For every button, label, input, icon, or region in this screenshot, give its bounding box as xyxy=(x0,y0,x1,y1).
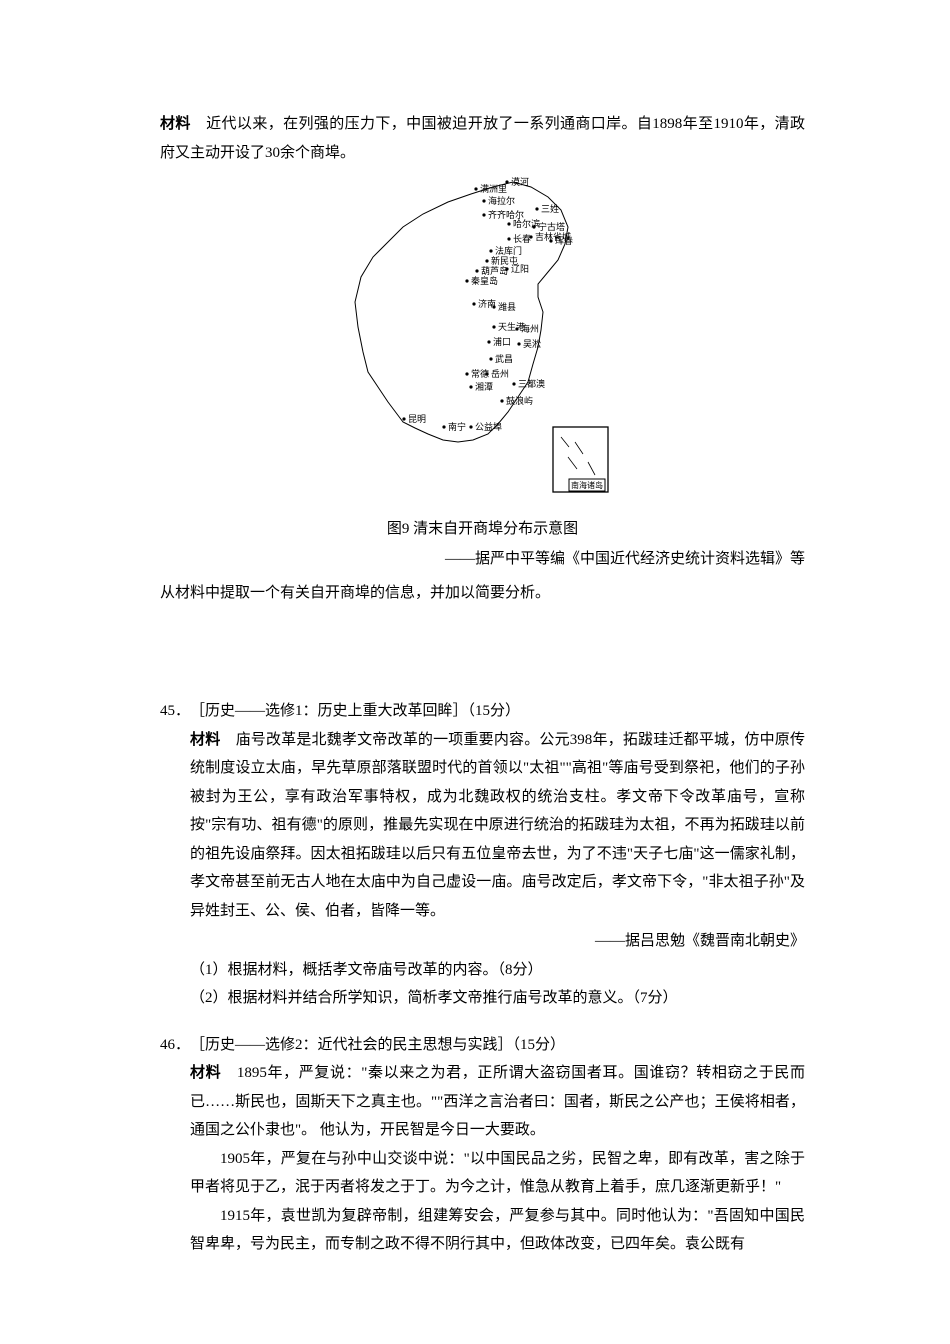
svg-text:珲春: 珲春 xyxy=(555,235,573,246)
map-source: ——据严中平等编《中国近代经济史统计资料选辑》等 xyxy=(160,545,805,574)
q45-title: ［历史――选修1：历史上重大改革回眸］（15分） xyxy=(190,697,520,726)
svg-text:济南: 济南 xyxy=(478,298,496,309)
svg-text:葫芦岛: 葫芦岛 xyxy=(481,265,508,276)
svg-text:法库门: 法库门 xyxy=(495,245,522,256)
svg-text:海拉尔: 海拉尔 xyxy=(488,195,515,206)
svg-text:常德: 常德 xyxy=(471,368,489,379)
q46-p1: 材料 1895年，严复说："秦以来之为君，正所谓大盗窃国者耳。国谁窃？转相窃之于… xyxy=(190,1059,805,1145)
intro-material: 材料 近代以来，在列强的压力下，中国被迫开放了一系列通商口岸。自1898年至19… xyxy=(160,110,805,167)
q45-sub2: （2）根据材料并结合所学知识，简析孝文帝推行庙号改革的意义。（7分） xyxy=(190,984,805,1013)
svg-text:秦皇岛: 秦皇岛 xyxy=(471,275,498,286)
q45-source: ——据吕思勉《魏晋南北朝史》 xyxy=(190,927,805,956)
svg-text:昆明: 昆明 xyxy=(408,414,426,424)
material-label: 材料 xyxy=(160,116,191,132)
svg-text:岳州: 岳州 xyxy=(491,368,509,379)
question-46: 46．［历史——选修2：近代社会的民主思想与实践］（15分） 材料 1895年，… xyxy=(160,1031,805,1259)
q45-number: 45． xyxy=(160,697,190,726)
svg-text:湘潭: 湘潭 xyxy=(475,381,493,392)
svg-text:辽阳: 辽阳 xyxy=(511,264,529,274)
svg-text:三姓: 三姓 xyxy=(541,203,559,214)
q46-title: ［历史——选修2：近代社会的民主思想与实践］（15分） xyxy=(190,1031,565,1060)
material-label: 材料 xyxy=(190,1065,221,1081)
svg-text:公益埠: 公益埠 xyxy=(475,421,502,432)
svg-text:长春: 长春 xyxy=(513,233,531,244)
svg-text:吴淞: 吴淞 xyxy=(523,339,541,349)
svg-text:宁古塔: 宁古塔 xyxy=(538,221,565,232)
svg-text:满洲里: 满洲里 xyxy=(480,184,507,194)
q46-p3: 1915年，袁世凯为复辟帝制，组建筹安会，严复参与其中。同时他认为："吾固知中国… xyxy=(190,1202,805,1259)
q46-p2: 1905年，严复在与孙中山交谈中说："以中国民品之劣，民智之卑，即有改革，害之除… xyxy=(190,1145,805,1202)
svg-text:浦口: 浦口 xyxy=(493,336,511,347)
svg-text:海州: 海州 xyxy=(521,323,539,334)
svg-text:三都澳: 三都澳 xyxy=(518,378,545,389)
material-label: 材料 xyxy=(190,732,220,748)
svg-text:武昌: 武昌 xyxy=(495,353,513,364)
legend-text: 南海诸岛 xyxy=(571,480,603,490)
map-caption: 图9 清末自开商埠分布示意图 xyxy=(160,515,805,544)
q45-material: 材料 庙号改革是北魏孝文帝改革的一项重要内容。公元398年，拓跋珪迁都平城，仿中… xyxy=(190,726,805,926)
intro-text: 近代以来，在列强的压力下，中国被迫开放了一系列通商口岸。自1898年至1910年… xyxy=(160,116,805,161)
svg-text:鼓浪屿: 鼓浪屿 xyxy=(506,395,533,406)
q46-p1-text: 1895年，严复说："秦以来之为君，正所谓大盗窃国者耳。国谁窃？转相窃之于民而已… xyxy=(190,1065,805,1138)
svg-text:潍县: 潍县 xyxy=(498,301,516,312)
q45-sub1: （1）根据材料，概括孝文帝庙号改革的内容。（8分） xyxy=(190,956,805,985)
svg-text:哈尔滨: 哈尔滨 xyxy=(513,218,540,229)
svg-text:南宁: 南宁 xyxy=(448,421,466,432)
intro-question: 从材料中提取一个有关自开商埠的信息，并加以简要分析。 xyxy=(160,579,805,608)
intro-paragraph: 材料 近代以来，在列强的压力下，中国被迫开放了一系列通商口岸。自1898年至19… xyxy=(160,110,805,167)
q46-number: 46． xyxy=(160,1031,190,1060)
svg-text:漠河: 漠河 xyxy=(511,176,529,187)
map-figure: 南海诸岛 满洲里漠河海拉尔齐齐哈尔哈尔滨三姓宁古塔长春吉林省城法库门新民屯珲春葫… xyxy=(160,172,805,574)
map-svg: 南海诸岛 满洲里漠河海拉尔齐齐哈尔哈尔滨三姓宁古塔长春吉林省城法库门新民屯珲春葫… xyxy=(343,172,623,502)
question-45: 45．［历史――选修1：历史上重大改革回眸］（15分） 材料 庙号改革是北魏孝文… xyxy=(160,697,805,1013)
q45-material-text: 庙号改革是北魏孝文帝改革的一项重要内容。公元398年，拓跋珪迁都平城，仿中原传统… xyxy=(190,732,805,919)
